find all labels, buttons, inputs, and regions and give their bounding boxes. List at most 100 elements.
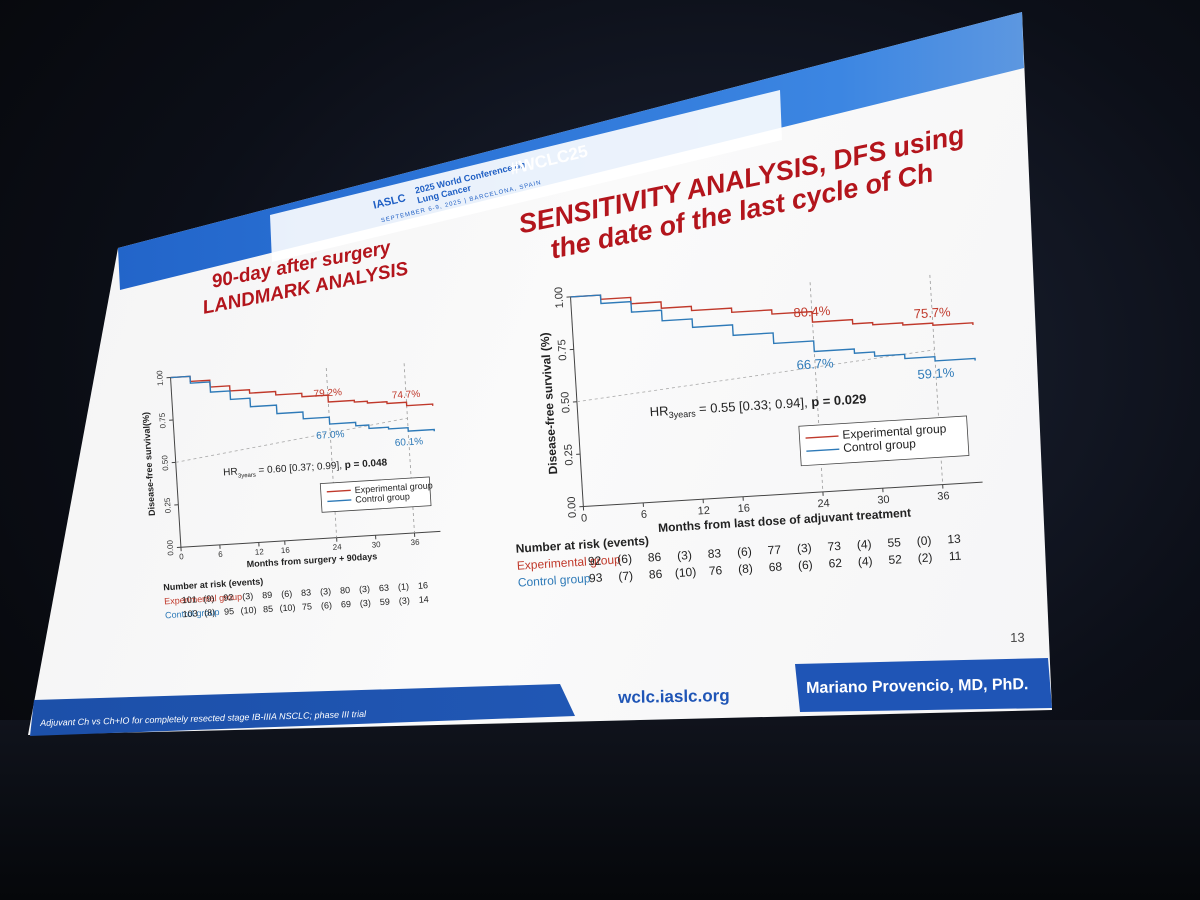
x-tick-label: 6 — [641, 509, 648, 521]
exp-36-label: 75.7% — [913, 304, 951, 321]
x-tick-label: 16 — [281, 546, 291, 556]
risk-cell: 93 — [589, 571, 604, 586]
reference-line-24 — [325, 367, 338, 538]
legend-box — [319, 476, 432, 513]
right-km-chart: 0.00 0.25 0.50 0.75 1.00 0 6 12 16 24 30 36 Months f… — [515, 274, 983, 590]
hr-prefix: HR — [649, 403, 669, 419]
hr-value: = 0.60 [0.37; 0.99], — [255, 460, 345, 476]
risk-cell: (3) — [797, 541, 812, 556]
risk-cell: (3) — [677, 548, 692, 563]
legend-label: Experimental group — [354, 480, 433, 495]
risk-row-label: Experimental group — [516, 552, 621, 572]
risk-cell: 14 — [418, 594, 429, 605]
risk-cell: 86 — [649, 567, 664, 582]
risk-cell: 103 — [182, 608, 198, 619]
x-tick-label: 16 — [737, 502, 750, 515]
risk-cell: 86 — [647, 550, 662, 565]
risk-cell: (8) — [738, 561, 753, 576]
hr-prefix: HR — [223, 467, 238, 479]
p-value: p = 0.048 — [344, 457, 388, 471]
risk-cell: (6) — [617, 552, 632, 567]
exp-24-label: 80.4% — [793, 303, 831, 320]
x-tick-label: 12 — [697, 505, 710, 518]
legend-label: Control group — [843, 437, 917, 455]
risk-cell: (6) — [798, 558, 813, 573]
risk-cell: 11 — [948, 549, 962, 564]
risk-cell: 92 — [588, 554, 603, 569]
risk-cell: 16 — [418, 580, 429, 591]
x-tick-label: 6 — [218, 550, 224, 559]
x-tick-label: 36 — [410, 538, 420, 548]
x-axis-label: Months from surgery + 90days — [246, 551, 377, 569]
risk-cell: 95 — [224, 606, 235, 617]
risk-cell: 75 — [302, 601, 313, 612]
y-tick-label: 1.00 — [155, 370, 165, 387]
ctl-24-label: 67.0% — [316, 429, 345, 442]
exp-36-label: 74.7% — [392, 389, 421, 402]
control-curve — [570, 294, 976, 362]
risk-cell: 92 — [223, 592, 234, 603]
risk-cell: 83 — [301, 587, 312, 598]
hazard-ratio: HR3years = 0.55 [0.33; 0.94], p = 0.029 — [649, 391, 867, 421]
x-tick-label: 12 — [255, 547, 265, 557]
risk-cell: (3) — [360, 598, 372, 609]
p-value: p = 0.029 — [811, 391, 867, 409]
risk-cell: 77 — [767, 543, 782, 558]
risk-cell: (4) — [857, 554, 872, 569]
risk-cell: 13 — [947, 532, 962, 547]
x-tick-label: 0 — [179, 552, 185, 561]
x-tick-label: 0 — [581, 512, 588, 524]
slide-number: 13 — [1010, 629, 1025, 645]
y-tick-label: 0.75 — [158, 412, 168, 429]
left-km-chart: 0.00 0.25 0.50 0.75 1.00 0 6 12 16 24 30 36 Months f… — [141, 363, 441, 620]
legend-swatch — [326, 489, 351, 493]
hr-subscript: 3years — [668, 408, 696, 420]
x-tick-label: 30 — [371, 540, 381, 550]
risk-cell: 68 — [768, 560, 783, 575]
y-tick-label: 0.00 — [566, 496, 579, 518]
exp-24-label: 79.2% — [313, 387, 342, 400]
ctl-24-label: 66.7% — [796, 355, 834, 372]
y-tick-label: 0.00 — [165, 539, 175, 556]
risk-cell: (10) — [279, 602, 296, 613]
legend-box — [798, 415, 970, 467]
conference-url[interactable]: wclc.iaslc.org — [618, 686, 730, 707]
y-tick-label: 0.25 — [563, 444, 576, 466]
risk-cell: 83 — [707, 546, 722, 561]
x-tick-label: 36 — [937, 490, 950, 503]
risk-cell: 89 — [262, 590, 273, 601]
risk-cell: 63 — [379, 583, 390, 594]
risk-cell: (3) — [320, 586, 332, 597]
ctl-36-label: 60.1% — [394, 436, 423, 449]
risk-cell: 69 — [341, 599, 352, 610]
hazard-ratio: HR3years = 0.60 [0.37; 0.99], p = 0.048 — [223, 457, 388, 480]
y-tick-label: 1.00 — [553, 287, 566, 309]
risk-cell: (9) — [203, 593, 215, 604]
x-tick-label: 30 — [877, 494, 890, 507]
y-tick-label: 0.75 — [556, 339, 569, 361]
risk-cell: (3) — [398, 595, 410, 606]
legend-swatch — [327, 499, 352, 503]
x-axis-label: Months from last dose of adjuvant treatm… — [658, 506, 912, 535]
risk-cell: (6) — [281, 589, 293, 600]
risk-cell: 62 — [828, 556, 843, 571]
hr-value: = 0.55 [0.33; 0.94], — [695, 394, 812, 416]
legend-label: Control group — [355, 491, 410, 504]
hr-subscript: 3years — [238, 473, 256, 480]
risk-cell: (10) — [240, 605, 257, 616]
risk-cell: 73 — [827, 539, 842, 554]
risk-cell: 101 — [182, 594, 198, 605]
risk-cell: 80 — [340, 585, 351, 596]
x-tick-label: 24 — [332, 542, 342, 552]
risk-cell: (8) — [204, 607, 216, 618]
reference-line-median — [175, 417, 408, 463]
reference-line-36 — [403, 363, 415, 533]
risk-cell: (7) — [618, 569, 633, 584]
legend-swatch — [805, 435, 839, 439]
risk-cell: (2) — [917, 550, 932, 565]
stage-floor — [0, 720, 1200, 900]
y-tick-label: 0.50 — [160, 454, 170, 471]
risk-cell: (1) — [398, 581, 410, 592]
x-tick-label: 24 — [817, 498, 830, 511]
